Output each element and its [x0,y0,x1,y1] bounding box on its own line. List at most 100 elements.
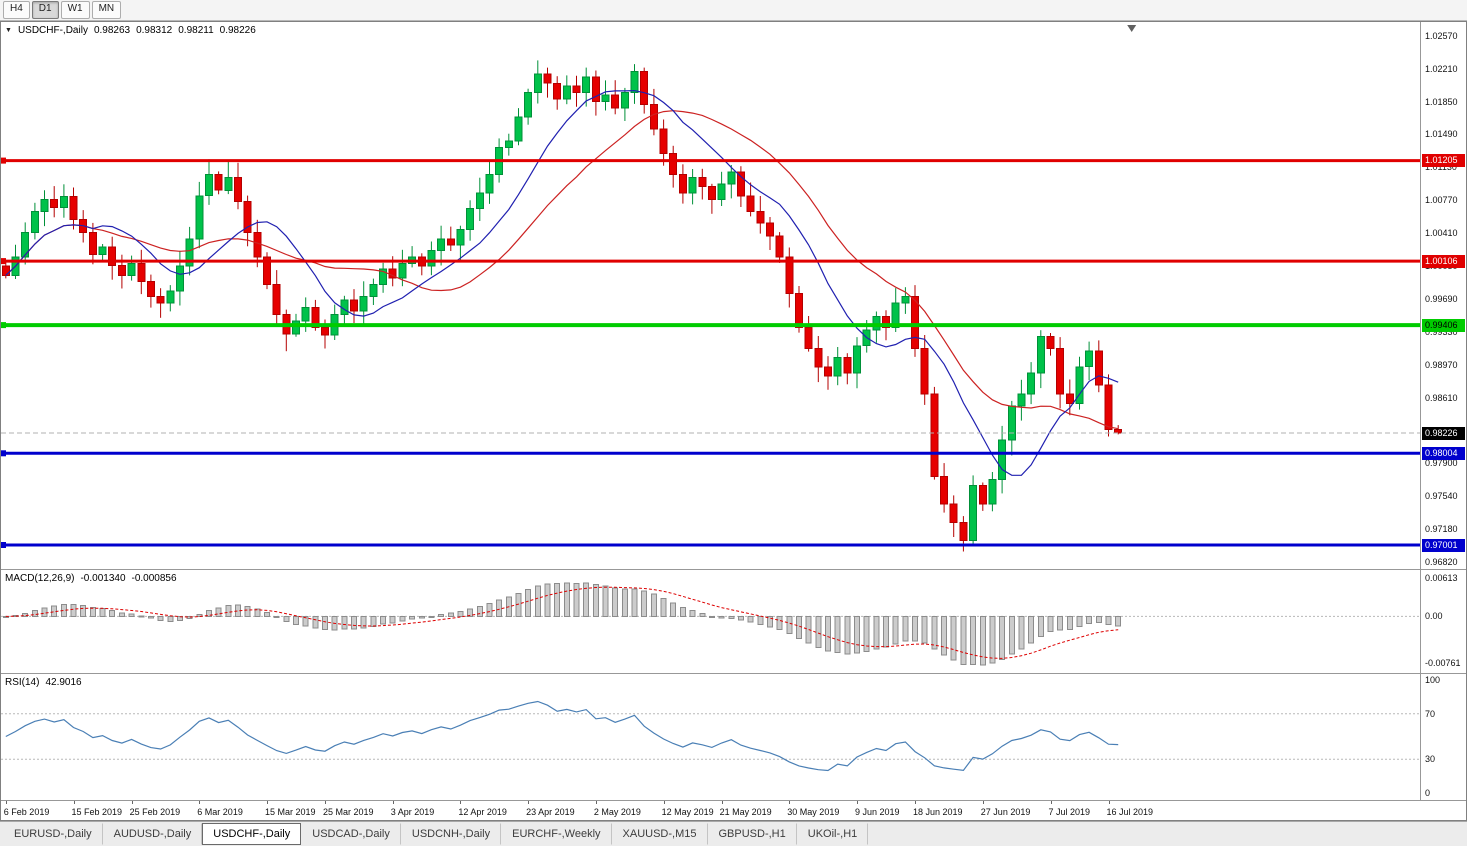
candle-body [659,128,668,155]
candle-body [959,521,968,542]
chart-tab-usdcad-daily[interactable]: USDCAD-,Daily [301,823,401,845]
candle-body [30,210,39,233]
candle-body [640,70,649,105]
macd-bar [447,612,454,617]
line-handle[interactable] [1,258,6,265]
candle-body [98,246,107,255]
candle-body [533,73,542,93]
candle-body [475,192,484,209]
time-axis-label: 23 Apr 2019 [526,807,575,817]
macd-bar [457,611,464,617]
macd-bar [679,607,686,617]
time-tick-mark [721,801,723,804]
chart-tab-eurusd-daily[interactable]: EURUSD-,Daily [3,823,103,845]
chart-tab-ukoil-h1[interactable]: UKOil-,H1 [797,823,869,845]
time-axis-label: 15 Mar 2019 [265,807,316,817]
rsi-chart-canvas[interactable] [1,674,1421,799]
line-handle[interactable] [1,157,6,164]
time-axis-label: 15 Feb 2019 [71,807,123,817]
time-tick-mark [915,801,916,804]
candle-body [1036,336,1045,374]
macd-bar [186,615,193,620]
time-tick-mark [73,801,75,804]
macd-bar [128,613,135,617]
macd-bar [399,615,406,622]
macd-chart-canvas[interactable] [1,570,1421,672]
macd-bar [312,615,319,629]
macd-bar [1115,615,1122,627]
time-tick-mark [982,801,984,804]
macd-bar [892,615,899,645]
timeframe-button-w1[interactable]: W1 [60,1,90,19]
time-tick-mark [267,801,268,804]
candle-body [398,262,407,279]
chart-tab-xauusd-m15[interactable]: XAUUSD-,M15 [612,823,708,845]
timeframe-button-h4[interactable]: H4 [3,1,30,19]
macd-bar [118,612,125,617]
candle-body [1046,336,1055,350]
macd-bar [699,612,706,617]
macd-bar [486,603,493,617]
macd-bar [689,610,696,617]
macd-signal-line [5,586,1119,659]
time-tick-mark [1108,801,1110,804]
candle-body [717,183,726,200]
price-axis-label: 0.99690 [1425,294,1458,305]
timeframe-toolbar: H4 D1 W1 MN [0,0,1467,21]
timeframe-button-mn[interactable]: MN [91,1,122,19]
chart-tab-eurchf-weekly[interactable]: EURCHF-,Weekly [501,823,612,845]
macd-bar [999,615,1006,660]
price-axis-label: 1.02210 [1425,63,1458,74]
candle-body [185,238,194,267]
candle-body [446,238,455,246]
candle-body [379,268,388,285]
price-chart-canvas[interactable] [1,22,1421,568]
candle-body [524,91,533,118]
price-badge-0.98226: 0.98226 [1422,426,1465,440]
macd-bar [815,615,822,648]
time-axis[interactable]: 6 Feb 2019 15 Feb 2019 25 Feb 2019 6 Mar 20… [1,801,1466,820]
candle-body [669,153,678,176]
macd-bar [80,604,87,617]
chart-menu-toggle-icon[interactable]: ▼ [5,27,12,34]
price-badge-0.99406: 0.99406 [1422,318,1465,332]
chart-shift-marker[interactable] [1127,25,1137,32]
timeframe-button-d1[interactable]: D1 [31,1,59,19]
macd-axis[interactable]: 0.00613 0.00 -0.00761 [1420,570,1466,673]
rsi-axis[interactable]: 100 70 30 0 [1420,674,1466,800]
macd-bar [796,615,802,640]
macd-bar [2,615,9,618]
macd-bar [883,615,889,648]
macd-bar [428,615,435,618]
time-axis-label: 12 Apr 2019 [458,807,507,817]
line-handle[interactable] [1,542,6,548]
price-axis-label: 1.01490 [1425,129,1458,140]
candle-body [814,348,823,368]
chart-tab-usdcnh-daily[interactable]: USDCNH-,Daily [401,823,502,845]
macd-bar [1095,615,1102,624]
candle-body [630,70,639,93]
price-axis[interactable]: 1.02570 1.02210 1.01850 1.01490 1.01130 1.007… [1420,22,1466,569]
candle-body [688,177,697,194]
macd-bar [825,615,831,652]
time-axis-label: 21 May 2019 [719,807,772,817]
chart-tab-usdchf-daily[interactable]: USDCHF-,Daily [202,823,302,845]
macd-bar [438,613,445,617]
candle-body [940,476,949,505]
macd-bar [902,615,909,642]
macd-bar [147,615,154,619]
candle-body [88,231,97,255]
price-axis-label: 0.98610 [1425,392,1458,403]
chart-tab-gbpusd-h1[interactable]: GBPUSD-,H1 [708,823,797,845]
macd-bar [302,615,309,627]
candle-body [611,94,620,109]
candle-body [427,250,436,267]
candle-body [785,256,794,295]
macd-bar [767,615,773,628]
candle-body [920,348,929,395]
macd-bar [418,615,425,619]
chart-tab-audusd-daily[interactable]: AUDUSD-,Daily [103,823,203,845]
line-handle[interactable] [1,450,6,457]
macd-bar [293,615,299,625]
line-handle[interactable] [1,322,6,329]
